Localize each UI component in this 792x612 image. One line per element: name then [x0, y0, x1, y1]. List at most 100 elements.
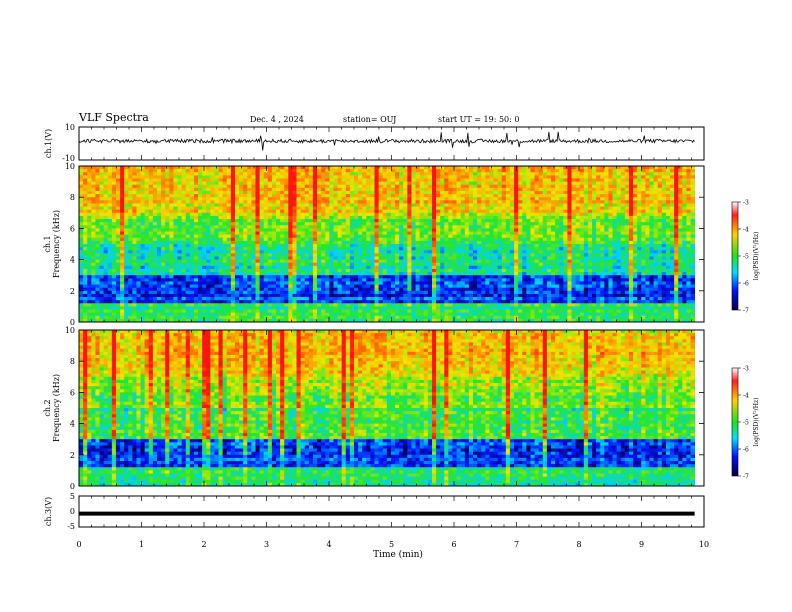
spectrogram-cell [431, 256, 437, 260]
spectrogram-cell [575, 194, 581, 198]
spectrogram-cell [329, 250, 334, 254]
spectrogram-cell [468, 212, 474, 217]
spectrogram-cell [600, 209, 605, 214]
spectrogram-cell [633, 253, 638, 257]
spectrogram-cell [661, 231, 667, 236]
spectrogram-cell [259, 228, 265, 232]
spectrogram-cell [284, 228, 289, 232]
spectrogram-cell [415, 209, 421, 214]
spectrogram-cell [534, 222, 540, 226]
spectrogram-cell [214, 178, 219, 182]
spectrogram-cell [382, 240, 388, 245]
spectrogram-cell [587, 190, 593, 195]
spectrogram-cell [600, 228, 605, 232]
spectrogram-cell [99, 268, 105, 273]
spectrogram-cell [296, 222, 302, 226]
spectrogram-cell [456, 250, 462, 254]
spectrogram-cell [604, 178, 609, 182]
spectrogram-cell [436, 234, 441, 239]
spectrogram-cell [546, 184, 552, 189]
spectrogram-cell [526, 222, 531, 226]
spectrogram-cell [473, 184, 478, 189]
spectrogram-cell [661, 234, 667, 239]
spectrogram-cell [362, 256, 367, 260]
spectrogram-cell [107, 187, 113, 192]
spectrogram-cell [124, 166, 129, 170]
spectrogram-cell [349, 219, 355, 223]
spectrogram-cell [583, 253, 589, 257]
spectrogram-cell [115, 247, 121, 251]
spectrogram-cell [136, 250, 141, 254]
spectrogram-cell [214, 268, 219, 273]
spectrogram-cell [267, 197, 273, 201]
spectrogram-cell [276, 256, 281, 260]
spectrogram-cell [259, 215, 265, 220]
spectrogram-cell [128, 253, 133, 257]
spectrogram-cell [345, 256, 351, 260]
spectrogram-cell [304, 200, 310, 204]
spectrogram-cell [468, 262, 474, 267]
spectrogram-cell [362, 259, 367, 264]
spectrogram-cell [230, 222, 236, 226]
spectrogram-cell [210, 175, 215, 179]
spectrogram-cell [218, 181, 224, 186]
spectrogram-cell [575, 175, 581, 179]
spectrogram-cell [288, 190, 293, 195]
spectrogram-cell [345, 187, 351, 192]
spectrogram-cell [300, 178, 306, 182]
spectrogram-cell [165, 178, 170, 182]
spectrogram-cell [419, 187, 425, 192]
spectrogram-cell [292, 244, 297, 248]
spectrogram-cell [230, 247, 236, 251]
spectrogram-cell [218, 206, 224, 211]
spectrogram-cell [624, 265, 630, 270]
spectrogram-cell [555, 231, 560, 236]
spectrogram-cell [325, 234, 330, 239]
spectrogram-cell [91, 175, 96, 179]
spectrogram-cell [226, 222, 232, 226]
spectrogram-cell [292, 225, 297, 229]
spectrogram-cell [390, 166, 396, 170]
spectrogram-cell [464, 190, 470, 195]
spectrogram-cell [633, 225, 638, 229]
spectrogram-cell [563, 240, 568, 245]
spectrogram-cell [239, 234, 244, 239]
spectrogram-cell [374, 222, 379, 226]
spectrogram-cell [230, 259, 236, 264]
spectrogram-cell [501, 203, 507, 207]
spectrogram-cell [645, 197, 650, 201]
spectrogram-cell [214, 181, 219, 186]
spectrogram-cell [152, 265, 158, 270]
spectrogram-cell [674, 190, 679, 195]
spectrogram-cell [317, 184, 322, 189]
spectrogram-cell [481, 247, 486, 251]
spectrogram-cell [107, 247, 113, 251]
spectrogram-cell [181, 187, 187, 192]
spectrogram-cell [222, 234, 228, 239]
spectrogram-cell [407, 250, 412, 254]
spectrogram-cell [460, 240, 466, 245]
spectrogram-cell [452, 197, 457, 201]
spectrogram-cell [193, 222, 199, 226]
spectrogram-cell [161, 262, 166, 267]
spectrogram-cell [165, 212, 170, 217]
spectrogram-cell [304, 240, 310, 245]
spectrogram-cell [83, 240, 88, 245]
spectrogram-cell [477, 197, 482, 201]
spectrogram-cell [91, 250, 96, 254]
spectrogram-cell [653, 247, 659, 251]
spectrogram-cell [559, 166, 564, 170]
spectrogram-cell [210, 256, 215, 260]
spectrogram-cell [103, 250, 109, 254]
spectrogram-cell [124, 265, 129, 270]
spectrogram-cell [444, 194, 449, 198]
spectrogram-cell [304, 175, 310, 179]
spectrogram-cell [317, 247, 322, 251]
spectrogram-cell [653, 222, 659, 226]
spectrogram-cell [477, 262, 482, 267]
spectrogram-cell [321, 190, 326, 195]
spectrogram-cell [608, 175, 613, 179]
spectrogram-cell [395, 234, 400, 239]
spectrogram-cell [189, 178, 195, 182]
spectrogram-cell [608, 240, 613, 245]
